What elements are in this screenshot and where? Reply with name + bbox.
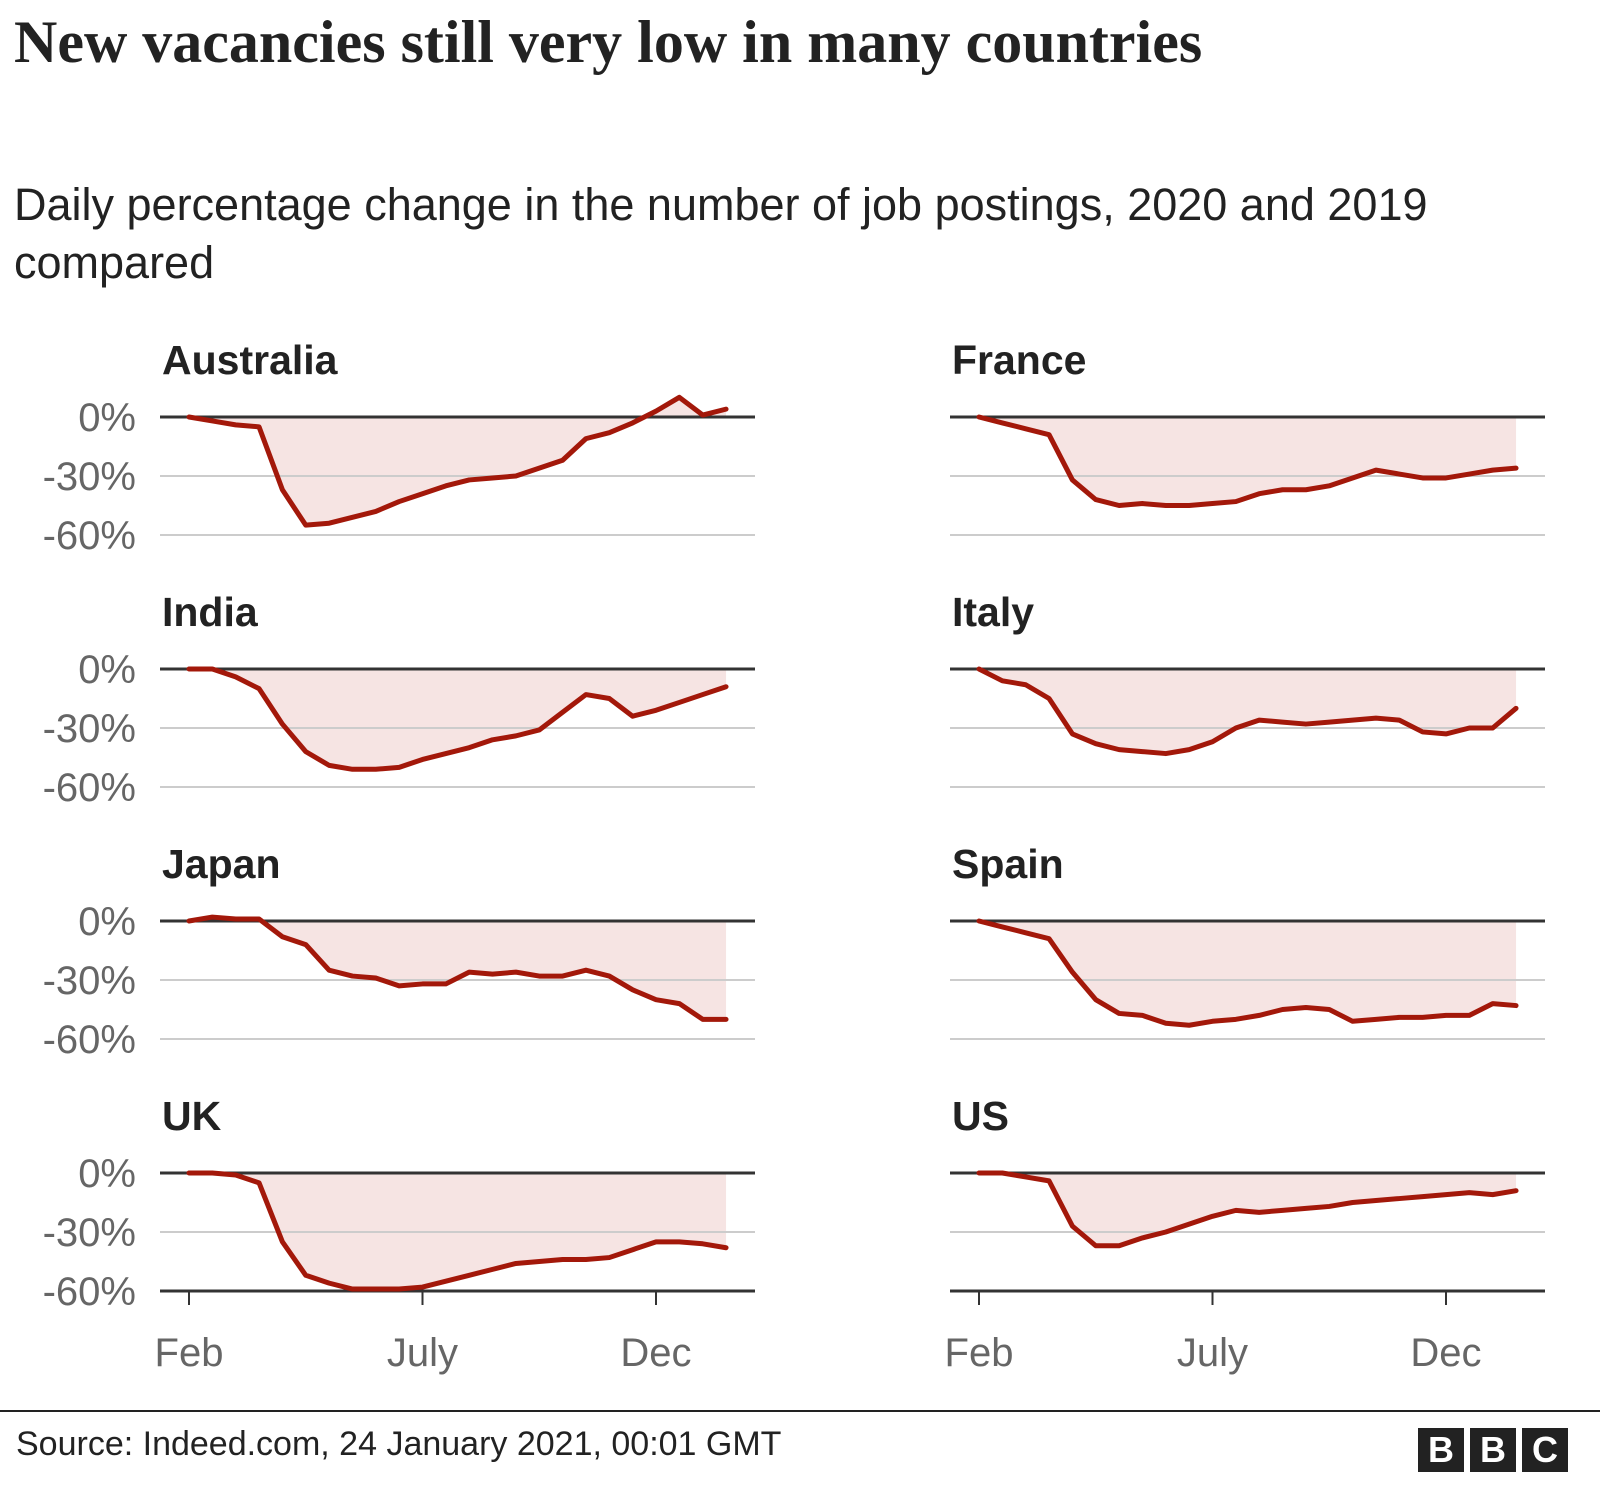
area bbox=[979, 921, 1517, 1026]
x-tick-label: Feb bbox=[155, 1331, 224, 1375]
y-tick-label: -60% bbox=[43, 1018, 136, 1062]
line bbox=[976, 918, 1519, 1028]
charts: Australia 0% -30% -60% France India 0% -30% -60%… bbox=[43, 337, 1545, 1375]
y-tick-label: 0% bbox=[78, 396, 136, 440]
y-tick-label: -30% bbox=[43, 1211, 136, 1255]
y-tick-label: -60% bbox=[43, 766, 136, 810]
panel-title: Italy bbox=[952, 589, 1034, 635]
line bbox=[976, 666, 1519, 757]
panel-title: India bbox=[162, 589, 259, 635]
area bbox=[189, 917, 727, 1020]
y-tick-label: -60% bbox=[43, 1270, 136, 1314]
x-tick-label: Feb bbox=[945, 1331, 1014, 1375]
area bbox=[189, 669, 727, 770]
line bbox=[186, 1170, 729, 1292]
y-tick-label: -60% bbox=[43, 514, 136, 558]
line bbox=[976, 414, 1519, 508]
y-tick-label: 0% bbox=[78, 648, 136, 692]
area bbox=[189, 397, 727, 526]
subtitle: Daily percentage change in the number of… bbox=[14, 179, 1428, 288]
logo-letter: C bbox=[1522, 1428, 1568, 1472]
y-tick-label: -30% bbox=[43, 707, 136, 751]
y-tick-label: -30% bbox=[43, 455, 136, 499]
x-tick-label: Dec bbox=[1410, 1331, 1481, 1375]
panel-title: Australia bbox=[162, 337, 339, 383]
panel-title: France bbox=[952, 337, 1086, 383]
source: Source: Indeed.com, 24 January 2021, 00:… bbox=[16, 1425, 782, 1463]
y-tick-label: -30% bbox=[43, 959, 136, 1003]
panel-title: US bbox=[952, 1093, 1009, 1139]
panel-title: Japan bbox=[162, 841, 281, 887]
panel-title: Spain bbox=[952, 841, 1064, 887]
footer-rule bbox=[0, 1410, 1600, 1412]
title: New vacancies still very low in many cou… bbox=[14, 9, 1203, 75]
area bbox=[979, 417, 1517, 506]
y-tick-label: 0% bbox=[78, 1152, 136, 1196]
x-tick-label: July bbox=[1177, 1331, 1248, 1375]
line bbox=[186, 394, 729, 528]
line bbox=[186, 666, 729, 772]
panel-title: UK bbox=[162, 1093, 222, 1139]
y-tick-label: 0% bbox=[78, 900, 136, 944]
logo-letter: B bbox=[1418, 1428, 1464, 1472]
line bbox=[186, 914, 729, 1022]
logo-letter: B bbox=[1470, 1428, 1516, 1472]
x-tick-label: Dec bbox=[620, 1331, 691, 1375]
logo: B B C bbox=[1418, 1428, 1568, 1472]
line bbox=[976, 1170, 1519, 1249]
area bbox=[979, 669, 1517, 754]
x-tick-label: July bbox=[387, 1331, 458, 1375]
